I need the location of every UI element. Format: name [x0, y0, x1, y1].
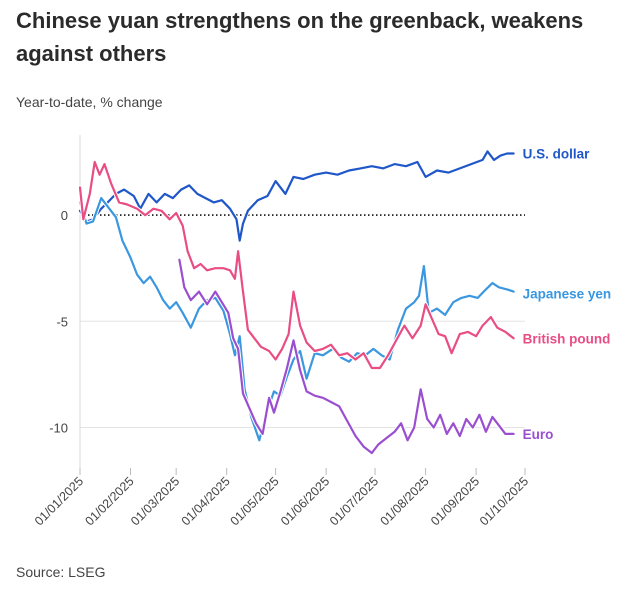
- british-pound-label: British pound: [523, 331, 611, 346]
- x-axis: 01/01/202501/02/202501/03/202501/04/2025…: [32, 135, 531, 528]
- x-tick-label: 01/05/2025: [228, 474, 282, 528]
- y-tick-label: -10: [49, 421, 68, 436]
- japanese-yen-line: [78, 197, 515, 442]
- series-labels: U.S. dollar Japanese yen British pound Euro: [523, 146, 612, 441]
- x-tick-label: 01/07/2025: [327, 474, 381, 528]
- y-axis-ticks: 0 -5 -10: [49, 208, 68, 435]
- y-tick-label: -5: [56, 314, 68, 329]
- u-s-dollar-label: U.S. dollar: [523, 146, 591, 161]
- x-tick-label: 01/09/2025: [428, 474, 482, 528]
- chart-title: Chinese yuan strengthens on the greenbac…: [16, 8, 584, 66]
- source-note: Source: LSEG: [16, 564, 106, 580]
- u-s-dollar-line-halo: [77, 149, 516, 243]
- british-pound-line: [78, 160, 515, 370]
- y-tick-label: 0: [61, 208, 68, 223]
- euro-label: Euro: [523, 427, 554, 442]
- chart-subtitle: Year-to-date, % change: [16, 94, 163, 110]
- line-chart: 0-5-10 01/01/202501/02/202501/03/202501/…: [32, 135, 612, 528]
- x-tick-label: 01/01/2025: [32, 474, 86, 528]
- gridlines: [80, 214, 525, 429]
- x-tick-label: 01/04/2025: [179, 474, 233, 528]
- british-pound-line-halo: [77, 159, 516, 371]
- x-tick-label: 01/10/2025: [477, 474, 531, 528]
- euro-line: [178, 258, 515, 455]
- japanese-yen-label: Japanese yen: [523, 287, 612, 302]
- series-lines: [77, 149, 516, 456]
- x-tick-label: 01/03/2025: [128, 474, 182, 528]
- u-s-dollar-line: [78, 150, 515, 242]
- x-tick-label: 01/08/2025: [378, 474, 432, 528]
- x-tick-label: 01/06/2025: [278, 474, 332, 528]
